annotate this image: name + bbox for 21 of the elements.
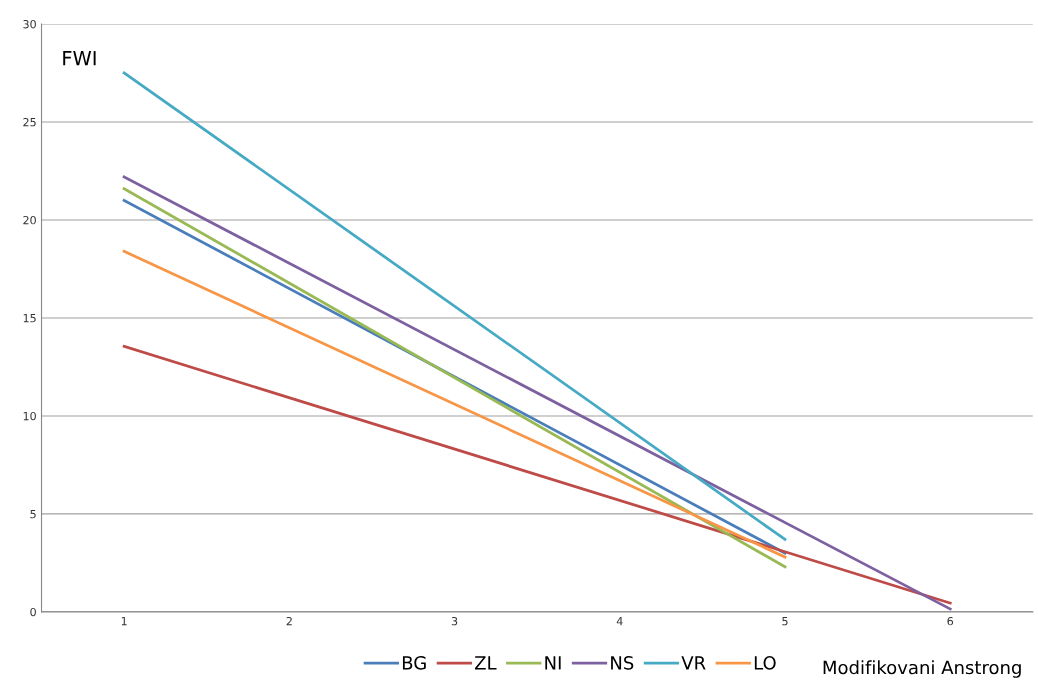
x-tick-label: 1 bbox=[121, 617, 127, 626]
x-tick-label: 2 bbox=[286, 616, 292, 626]
legend-label: ZL bbox=[475, 656, 497, 670]
y-tick-label: 0 bbox=[30, 607, 36, 617]
y-tick-label: 20 bbox=[23, 215, 36, 225]
x-tick-label: 3 bbox=[451, 616, 458, 626]
x-tick-label: 5 bbox=[782, 617, 788, 626]
y-tick-label: 25 bbox=[23, 117, 36, 127]
x-tick-label: 6 bbox=[947, 616, 954, 626]
x-tick-label: 4 bbox=[616, 617, 623, 626]
legend-label: VR bbox=[681, 656, 706, 670]
x-axis-title: Modifikovani Anstrong bbox=[823, 660, 1021, 678]
legend-label: LO bbox=[754, 656, 776, 670]
legend-label: NI bbox=[545, 656, 561, 670]
y-axis-title: FWI bbox=[63, 51, 96, 66]
legend-label: NS bbox=[611, 656, 634, 670]
y-tick-label: 15 bbox=[23, 314, 36, 323]
legend-label: BG bbox=[402, 656, 426, 670]
y-tick-label: 30 bbox=[23, 19, 36, 29]
y-tick-label: 10 bbox=[23, 411, 36, 421]
y-tick-label: 5 bbox=[30, 510, 36, 519]
